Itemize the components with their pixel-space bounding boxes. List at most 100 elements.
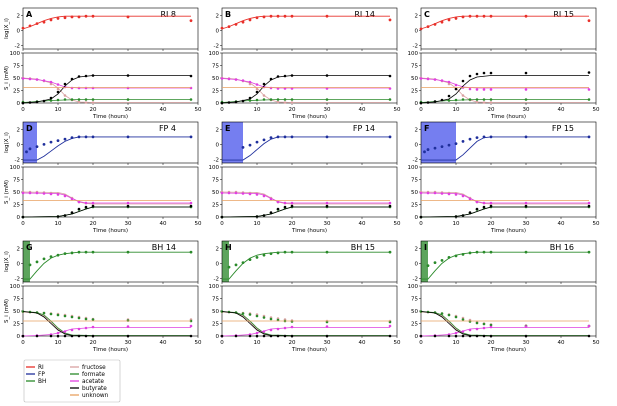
butyrate-point [49, 334, 53, 338]
formate-point [189, 98, 193, 101]
butyrate-point [587, 334, 591, 338]
growth-point [454, 17, 458, 20]
growth-point [325, 135, 329, 139]
butyrate-point [77, 334, 81, 338]
metabolite-axes-frame [22, 285, 199, 337]
x-tick-label: 40 [160, 107, 167, 113]
growth-point [42, 142, 46, 146]
x-tick-label: 50 [195, 221, 202, 227]
butyrate-fit-line [22, 311, 191, 337]
butyrate-point [290, 74, 294, 77]
butyrate-point [447, 334, 451, 338]
butyrate-fit-line [22, 206, 191, 218]
x-axis-label: Time (hours) [92, 114, 128, 120]
formate-point [440, 312, 444, 315]
fructose-point [283, 101, 287, 104]
fructose-fit-line [22, 191, 191, 205]
x-axis-label: Time (hours) [490, 347, 526, 353]
x-tick-label: 50 [394, 340, 401, 346]
top-y-tick-label: 2 [17, 246, 21, 252]
growth-point [440, 20, 444, 24]
butyrate-point [126, 204, 130, 208]
x-axis-label: Time (hours) [92, 228, 128, 234]
panel-letter: G [26, 243, 33, 252]
formate-point [461, 318, 465, 321]
formate-point [248, 99, 252, 102]
growth-point [25, 150, 28, 154]
growth-point [84, 135, 88, 139]
top-y-tick-label: -2 [214, 157, 219, 163]
acetate-point [461, 194, 465, 198]
acetate-point [91, 325, 95, 329]
growth-point [454, 142, 458, 146]
growth-point [290, 135, 294, 139]
acetate-fit-line [22, 78, 191, 89]
growth-fit-line [421, 251, 589, 280]
formate-point [91, 98, 95, 101]
bottom-y-tick-label: 75 [212, 178, 219, 184]
x-tick-label: 0 [220, 107, 224, 113]
legend-label-unknown: unknown [82, 393, 109, 399]
acetate-point [220, 191, 224, 195]
bottom-y-tick-label: 0 [415, 334, 419, 340]
butyrate-point [489, 334, 493, 338]
acetate-point [49, 192, 53, 196]
butyrate-point [220, 101, 224, 105]
top-y-tick-label: 2 [216, 246, 220, 252]
bottom-y-tick-label: 25 [13, 89, 20, 95]
fructose-fit-line [420, 191, 589, 205]
butyrate-point [388, 334, 392, 338]
growth-point [482, 14, 486, 18]
growth-point [489, 250, 493, 254]
x-tick-label: 10 [453, 107, 460, 113]
bottom-y-tick-label: 75 [13, 178, 20, 184]
acetate-point [290, 325, 294, 329]
growth-fit-line [222, 251, 390, 280]
formate-point [454, 315, 458, 319]
acetate-fit-line [420, 78, 589, 89]
acetate-point [475, 88, 479, 91]
butyrate-point [63, 334, 67, 338]
top-y-tick-label: 2 [415, 13, 419, 19]
growth-point [234, 23, 238, 26]
growth-point [269, 252, 273, 256]
fructose-fit-line [221, 191, 390, 205]
fructose-fit-line [420, 311, 589, 337]
butyrate-point [91, 334, 95, 338]
butyrate-point [126, 74, 130, 77]
top-y-axis-label: log(X_i) [4, 251, 10, 272]
growth-point [276, 251, 280, 255]
butyrate-point [283, 74, 287, 78]
x-tick-label: 30 [125, 340, 132, 346]
growth-point [248, 258, 252, 262]
acetate-point [454, 83, 458, 87]
acetate-point [454, 193, 458, 196]
butyrate-fit-line [420, 206, 589, 218]
x-tick-label: 10 [453, 340, 460, 346]
butyrate-point [49, 96, 53, 100]
x-tick-label: 20 [90, 221, 97, 227]
butyrate-point [482, 334, 486, 338]
x-tick-label: 10 [453, 221, 460, 227]
butyrate-point [189, 74, 193, 78]
panel-letter: B [225, 10, 231, 19]
x-tick-label: 10 [55, 221, 62, 227]
growth-point [84, 250, 88, 254]
acetate-point [419, 77, 423, 80]
fructose-point [447, 82, 451, 86]
growth-point [255, 140, 259, 144]
fructose-point [84, 101, 88, 104]
growth-point [587, 250, 591, 254]
acetate-point [325, 201, 329, 205]
acetate-point [283, 201, 287, 205]
butyrate-point [454, 215, 458, 218]
butyrate-point [262, 214, 266, 217]
formate-point [447, 313, 451, 317]
acetate-point [468, 197, 472, 201]
top-y-tick-label: 0 [17, 142, 21, 148]
formate-fit-line [221, 206, 390, 218]
lag-shade [23, 241, 30, 282]
butyrate-point [63, 82, 67, 86]
butyrate-point [461, 214, 465, 217]
